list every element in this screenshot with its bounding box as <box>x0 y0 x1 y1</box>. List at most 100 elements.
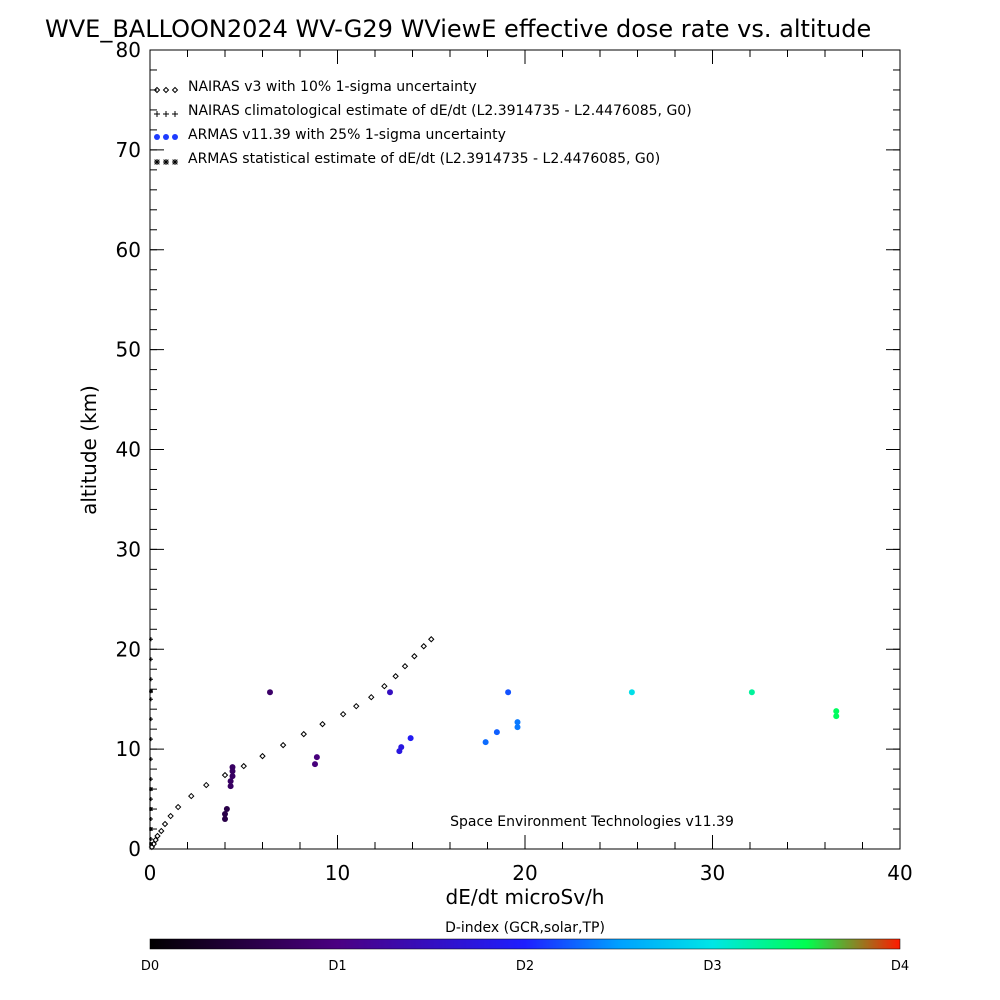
legend-item: NAIRAS v3 with 10% 1-sigma uncertainty <box>153 79 477 95</box>
armas-point <box>493 729 500 736</box>
nairas-point <box>319 720 326 728</box>
nairas-point <box>259 752 266 760</box>
legend-plus-marker <box>172 111 178 117</box>
nairas-point <box>203 781 210 789</box>
armas-point <box>833 713 840 720</box>
legend-label: NAIRAS climatological estimate of dE/dt … <box>188 103 692 119</box>
nairas-point <box>167 812 174 820</box>
y-tick-label: 80 <box>116 38 141 62</box>
colorbar-labels: D0 D1 D2 D3 D4 <box>141 959 909 974</box>
nairas-climatology-point <box>149 677 153 682</box>
nairas-point <box>420 643 427 650</box>
legend-plus-marker <box>163 111 169 117</box>
nairas-point <box>428 636 435 643</box>
nairas-point <box>158 827 165 835</box>
colorbar-title: D-index (GCR,solar,TP) <box>445 920 605 936</box>
data-marks <box>148 636 840 851</box>
nairas-point <box>279 741 287 749</box>
armas-statistical-point <box>149 787 153 792</box>
legend-plus-marker <box>154 111 160 117</box>
armas-point <box>223 806 230 813</box>
legend-asterisk-marker <box>154 159 160 165</box>
nairas-point <box>152 836 159 844</box>
x-tick-label: 10 <box>325 861 350 885</box>
nairas-point <box>368 693 375 701</box>
x-tick-label: 20 <box>512 861 537 885</box>
nairas-point <box>221 771 229 779</box>
legend-label: NAIRAS v3 with 10% 1-sigma uncertainty <box>188 79 477 95</box>
y-tick-label: 20 <box>116 637 141 661</box>
nairas-climatology-point <box>149 817 153 822</box>
nairas-point <box>174 803 182 811</box>
armas-point <box>313 754 320 761</box>
armas-point <box>628 689 635 696</box>
nairas-point <box>300 730 307 738</box>
plot-frame <box>149 49 901 850</box>
legend-diamond-marker <box>171 86 179 94</box>
armas-point <box>267 689 273 696</box>
axis-tick-labels: 0 10 20 30 40 0 10 20 30 40 50 60 70 80 <box>116 38 913 885</box>
nairas-climatology-point <box>149 737 153 742</box>
nairas-point <box>381 682 388 690</box>
nairas-climatology-point <box>149 717 153 722</box>
nairas-point <box>401 663 409 670</box>
nairas-point <box>188 792 195 800</box>
colorbar-tick-label: D2 <box>516 959 534 974</box>
y-tick-label: 0 <box>128 837 141 861</box>
armas-point <box>407 735 414 742</box>
y-tick-label: 30 <box>116 537 141 561</box>
y-axis-label: altitude (km) <box>77 385 101 515</box>
y-tick-label: 60 <box>116 238 141 262</box>
nairas-point <box>392 673 399 680</box>
y-tick-label: 40 <box>116 438 141 462</box>
y-tick-label: 10 <box>116 737 141 761</box>
legend-label: ARMAS v11.39 with 25% 1-sigma uncertaint… <box>188 127 506 143</box>
nairas-point <box>339 710 347 718</box>
armas-point <box>387 689 393 696</box>
legend-label: ARMAS statistical estimate of dE/dt (L2.… <box>188 151 660 167</box>
x-axis-label: dE/dt microSv/h <box>446 885 605 909</box>
x-tick-label: 40 <box>887 861 912 885</box>
armas-point <box>482 739 489 746</box>
credit-annotation: Space Environment Technologies v11.39 <box>450 814 734 830</box>
nairas-climatology-point <box>149 797 153 802</box>
armas-statistical-point <box>149 827 153 832</box>
nairas-point <box>240 762 247 770</box>
armas-point <box>514 719 521 726</box>
armas-point <box>748 689 755 696</box>
legend-asterisk-marker <box>172 159 178 165</box>
x-tick-label: 30 <box>700 861 725 885</box>
colorbar <box>149 938 901 950</box>
y-tick-label: 50 <box>116 338 141 362</box>
armas-point <box>229 773 236 780</box>
legend-item: ARMAS statistical estimate of dE/dt (L2.… <box>154 151 660 167</box>
legend-diamond-marker <box>162 86 170 94</box>
armas-point <box>222 816 228 823</box>
colorbar-tick-label: D3 <box>703 959 721 974</box>
nairas-climatology-point <box>149 837 153 842</box>
colorbar-tick-label: D0 <box>141 959 159 974</box>
legend-item: NAIRAS climatological estimate of dE/dt … <box>154 103 692 119</box>
legend-dot-marker <box>172 134 178 140</box>
nairas-point <box>411 653 418 660</box>
chart-title: WVE_BALLOON2024 WV-G29 WViewE effective … <box>45 15 871 43</box>
armas-point <box>227 778 234 785</box>
legend: NAIRAS v3 with 10% 1-sigma uncertainty NA… <box>153 79 692 167</box>
armas-point <box>514 724 521 731</box>
nairas-climatology-point <box>149 637 153 642</box>
armas-point <box>229 764 236 771</box>
legend-dot-marker <box>163 134 169 140</box>
legend-item: ARMAS v11.39 with 25% 1-sigma uncertaint… <box>154 127 506 143</box>
armas-point <box>222 811 228 818</box>
legend-asterisk-marker <box>163 159 169 165</box>
armas-point <box>227 783 234 790</box>
nairas-climatology-point <box>149 697 153 702</box>
legend-diamond-marker <box>153 86 161 94</box>
x-tick-label: 0 <box>144 861 157 885</box>
armas-point <box>833 708 840 715</box>
armas-point <box>312 761 318 768</box>
nairas-point <box>161 820 169 828</box>
armas-point <box>398 744 405 751</box>
axis-ticks <box>149 49 901 850</box>
